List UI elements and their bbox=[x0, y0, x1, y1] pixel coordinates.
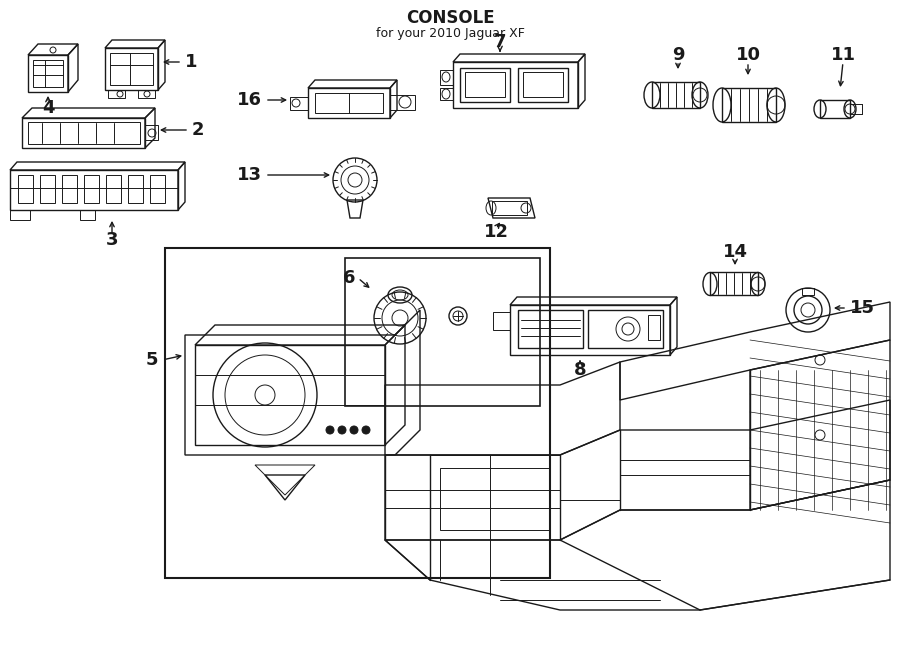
Bar bbox=[315, 93, 383, 113]
Bar bbox=[492, 201, 527, 215]
Bar bbox=[460, 68, 510, 102]
Bar bbox=[40, 175, 55, 203]
Text: 4: 4 bbox=[41, 99, 54, 117]
Bar bbox=[588, 310, 663, 348]
Bar bbox=[165, 248, 550, 578]
Circle shape bbox=[338, 426, 346, 434]
Bar bbox=[62, 175, 77, 203]
Text: 11: 11 bbox=[831, 46, 856, 64]
Text: 16: 16 bbox=[237, 91, 262, 109]
Text: 1: 1 bbox=[185, 53, 197, 71]
Text: 10: 10 bbox=[735, 46, 760, 64]
Text: 9: 9 bbox=[671, 46, 684, 64]
Text: 6: 6 bbox=[343, 269, 355, 287]
Text: for your 2010 Jaguar XF: for your 2010 Jaguar XF bbox=[375, 28, 525, 40]
Circle shape bbox=[326, 426, 334, 434]
Bar bbox=[518, 310, 583, 348]
Bar bbox=[648, 315, 660, 340]
Bar bbox=[110, 53, 153, 85]
Circle shape bbox=[362, 426, 370, 434]
Circle shape bbox=[350, 426, 358, 434]
Text: 2: 2 bbox=[192, 121, 204, 139]
Text: 15: 15 bbox=[850, 299, 875, 317]
Bar bbox=[523, 72, 563, 97]
Text: CONSOLE: CONSOLE bbox=[406, 9, 494, 27]
Bar bbox=[18, 175, 33, 203]
Bar bbox=[84, 175, 99, 203]
Bar bbox=[345, 258, 540, 406]
Bar bbox=[150, 175, 165, 203]
Bar bbox=[518, 68, 568, 102]
Bar bbox=[28, 122, 140, 144]
Text: 14: 14 bbox=[723, 243, 748, 261]
Bar bbox=[465, 72, 505, 97]
Text: 8: 8 bbox=[573, 361, 586, 379]
Bar bbox=[106, 175, 121, 203]
Text: 5: 5 bbox=[146, 351, 158, 369]
Text: 12: 12 bbox=[483, 223, 508, 241]
Bar bbox=[128, 175, 143, 203]
Text: 3: 3 bbox=[106, 231, 118, 249]
Text: 7: 7 bbox=[494, 33, 506, 51]
Text: 13: 13 bbox=[237, 166, 262, 184]
